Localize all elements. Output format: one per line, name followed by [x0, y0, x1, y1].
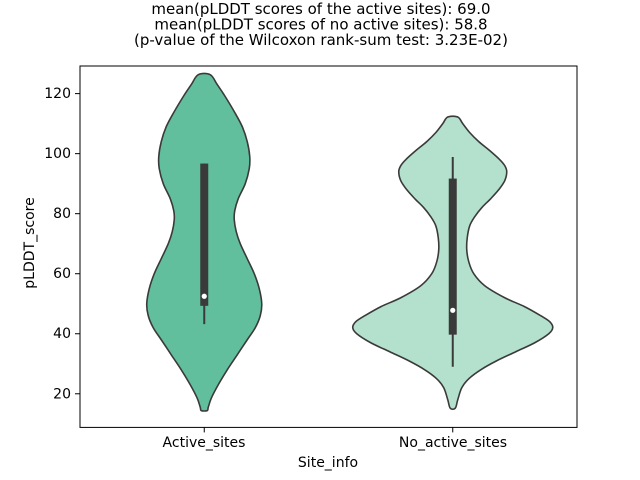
y-tick-label: 80: [53, 206, 71, 222]
median-dot-no_active_sites: [450, 307, 456, 313]
y-tick-label: 40: [53, 326, 71, 342]
median-dot-active_sites: [201, 293, 207, 299]
x-tick-label-active-sites: Active_sites: [163, 435, 246, 451]
chart-title-line-3: (p-value of the Wilcoxon rank-sum test: …: [134, 31, 508, 49]
box-iqr-active_sites: [200, 163, 209, 306]
chart-title-line-2: mean(pLDDT scores of no active sites): 5…: [154, 16, 487, 34]
y-tick-label: 20: [53, 386, 71, 402]
y-axis-label: pLDDT_score: [22, 197, 38, 288]
axes-frame: [79, 65, 578, 428]
chart-layer: 20 40 60 80 100 120: [44, 72, 554, 433]
y-tick-label: 60: [53, 266, 71, 282]
x-tick-label-no-active-sites: No_active_sites: [399, 435, 507, 451]
y-tick-label: 100: [44, 146, 71, 162]
box-iqr-no_active_sites: [448, 178, 457, 335]
y-tick-label: 120: [44, 86, 71, 102]
chart-title-line-1: mean(pLDDT scores of the active sites): …: [151, 0, 490, 18]
x-axis-label: Site_info: [298, 455, 358, 471]
